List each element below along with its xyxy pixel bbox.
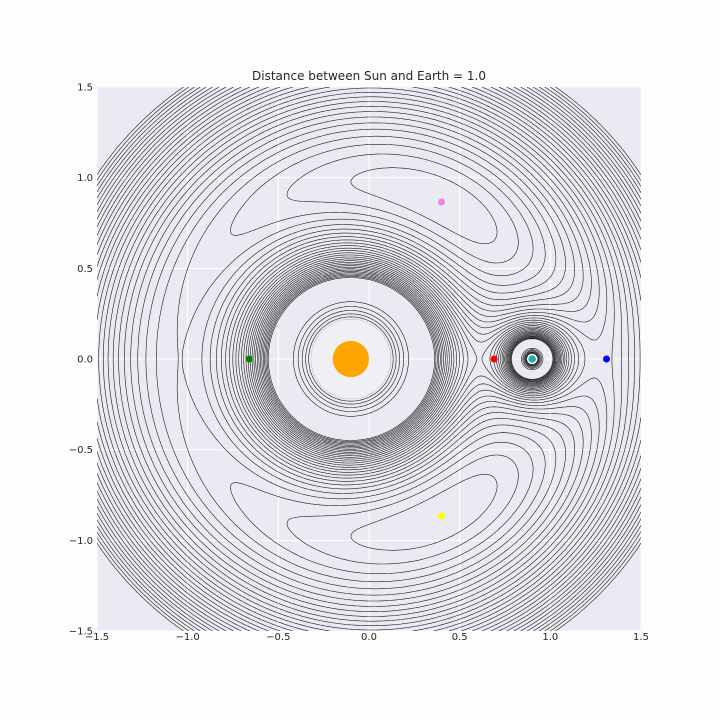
y-tick-label: 1.0 bbox=[77, 173, 93, 184]
contour-line bbox=[97, 87, 641, 631]
sun-marker bbox=[332, 340, 369, 378]
contour-line bbox=[97, 87, 641, 631]
contour-line bbox=[97, 87, 641, 631]
contour-line bbox=[97, 87, 641, 631]
contour-line bbox=[305, 313, 540, 405]
contour-line bbox=[112, 96, 608, 622]
x-tick-label: −1.5 bbox=[85, 632, 109, 643]
contour-line bbox=[230, 144, 534, 574]
contour-line bbox=[97, 87, 641, 631]
tick-labels: −1.5 −1.0 −0.5 0.0 0.5 1.0 1.5 −1.5 −1.0 −0.5 0.0 0… bbox=[69, 83, 649, 644]
contour-line bbox=[350, 167, 498, 551]
contour-line bbox=[130, 111, 584, 607]
y-tick-label: 0.0 bbox=[77, 355, 93, 366]
contour-line bbox=[103, 87, 622, 631]
contour-line bbox=[145, 122, 566, 596]
contour-line bbox=[97, 87, 641, 631]
contour-line bbox=[97, 87, 641, 631]
earth-marker bbox=[526, 353, 538, 365]
contour-line bbox=[124, 106, 592, 612]
contour-line bbox=[118, 101, 600, 617]
y-tick-label: −1.5 bbox=[69, 627, 93, 638]
contour-line bbox=[156, 128, 557, 590]
bodies bbox=[310, 319, 538, 399]
point-l2 bbox=[603, 355, 611, 363]
x-tick-label: 0.0 bbox=[361, 632, 377, 643]
contour-line bbox=[293, 301, 544, 417]
contour-line bbox=[301, 310, 541, 408]
contour-line bbox=[297, 306, 542, 412]
y-tick-label: −1.0 bbox=[69, 536, 93, 547]
y-tick-label: −0.5 bbox=[69, 445, 93, 456]
contour-line bbox=[97, 87, 641, 631]
contour-line bbox=[98, 87, 629, 631]
point-l5 bbox=[438, 512, 446, 520]
contour-line bbox=[97, 87, 635, 631]
contour-line bbox=[107, 92, 615, 626]
contour-line bbox=[308, 316, 540, 402]
y-tick-label: 1.5 bbox=[77, 83, 93, 94]
point-l1 bbox=[490, 355, 498, 363]
chart-title: Distance between Sun and Earth = 1.0 bbox=[252, 69, 486, 83]
x-tick-label: −1.0 bbox=[176, 632, 200, 643]
x-tick-label: 1.5 bbox=[633, 632, 649, 643]
point-l3 bbox=[245, 355, 253, 363]
y-tick-label: 0.5 bbox=[77, 264, 93, 275]
lagrange-points bbox=[245, 198, 611, 520]
contour-line bbox=[176, 135, 546, 583]
contour-line bbox=[97, 87, 641, 631]
contour-line bbox=[137, 116, 575, 602]
contour-line bbox=[97, 87, 641, 631]
contour-line bbox=[97, 87, 641, 631]
point-l4 bbox=[438, 198, 446, 206]
x-tick-label: −0.5 bbox=[266, 632, 290, 643]
contour-line bbox=[97, 87, 641, 631]
x-tick-label: 0.5 bbox=[452, 632, 468, 643]
contour-line bbox=[97, 87, 641, 631]
x-tick-label: 1.0 bbox=[542, 632, 558, 643]
contour-line bbox=[97, 87, 641, 631]
contour-line bbox=[97, 87, 641, 631]
contour-line bbox=[286, 153, 519, 565]
